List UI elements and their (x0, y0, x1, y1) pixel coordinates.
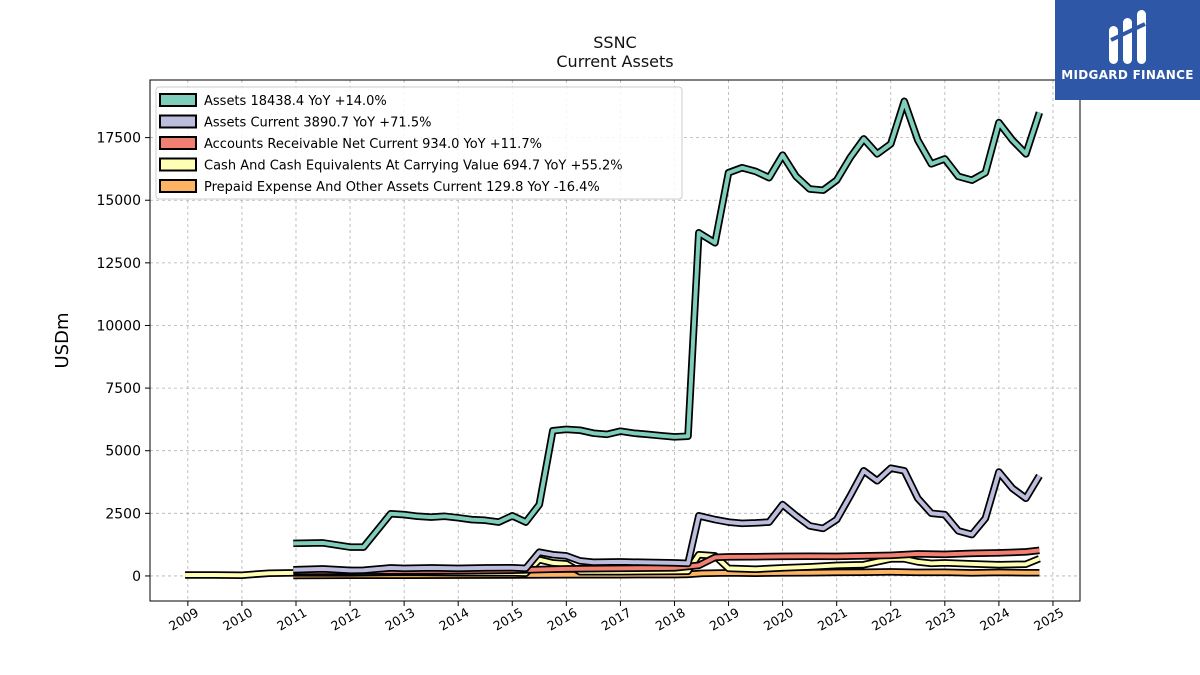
x-tick-label: 2018 (653, 605, 688, 634)
y-tick-label: 10000 (96, 318, 141, 334)
y-tick-label: 5000 (105, 444, 141, 460)
y-tick-label: 2500 (105, 506, 141, 522)
x-tick-label: 2012 (328, 605, 363, 634)
x-tick-label: 2024 (977, 605, 1012, 634)
x-tick-label: 2020 (761, 605, 796, 634)
y-axis-label: USDm (52, 313, 73, 369)
legend-swatch (159, 157, 197, 172)
x-tick-label: 2009 (166, 605, 201, 634)
x-tick-label: 2014 (436, 605, 471, 634)
legend-swatch (159, 136, 197, 150)
series-line (293, 99, 1042, 550)
x-tick-label: 2010 (220, 605, 255, 634)
legend-swatch (159, 179, 197, 193)
x-tick-label: 2019 (707, 605, 742, 634)
y-tick-label: 12500 (96, 256, 141, 272)
x-tick-label: 2021 (815, 605, 850, 634)
x-tick-label: 2017 (599, 605, 634, 634)
x-tick-label: 2015 (490, 605, 525, 634)
y-tick-label: 17500 (96, 131, 141, 147)
x-tick-label: 2013 (382, 605, 417, 634)
x-tick-label: 2016 (545, 605, 580, 634)
brand-name: MIDGARD FINANCE (1061, 68, 1194, 82)
legend-label: Accounts Receivable Net Current 934.0 Yo… (204, 137, 542, 152)
midgard-logo-icon (1109, 10, 1146, 64)
legend-box (155, 86, 683, 200)
legend-swatch (159, 114, 197, 129)
x-tick-label: 2025 (1031, 605, 1066, 634)
x-tick-label: 2022 (869, 605, 904, 634)
x-tick-label: 2023 (923, 605, 958, 634)
legend-label: Assets 18438.4 YoY +14.0% (204, 94, 387, 109)
legend: Assets 18438.4 YoY +14.0% Assets Current … (155, 86, 683, 200)
legend-label: Prepaid Expense And Other Assets Current… (204, 180, 600, 195)
legend-label: Assets Current 3890.7 YoY +71.5% (204, 116, 431, 131)
series-line (293, 466, 1042, 573)
plot-frame (149, 79, 1081, 602)
brand-logo: MIDGARD FINANCE (1055, 0, 1200, 100)
chart-title: SSNC (593, 33, 637, 52)
y-tick-label: 0 (132, 569, 141, 585)
legend-label: Cash And Cash Equivalents At Carrying Va… (204, 159, 623, 174)
x-tick-label: 2011 (274, 605, 309, 634)
legend-swatch (159, 93, 197, 107)
y-tick-label: 15000 (96, 193, 141, 209)
y-tick-label: 7500 (105, 381, 141, 397)
chart-subtitle: Current Assets (556, 52, 674, 71)
